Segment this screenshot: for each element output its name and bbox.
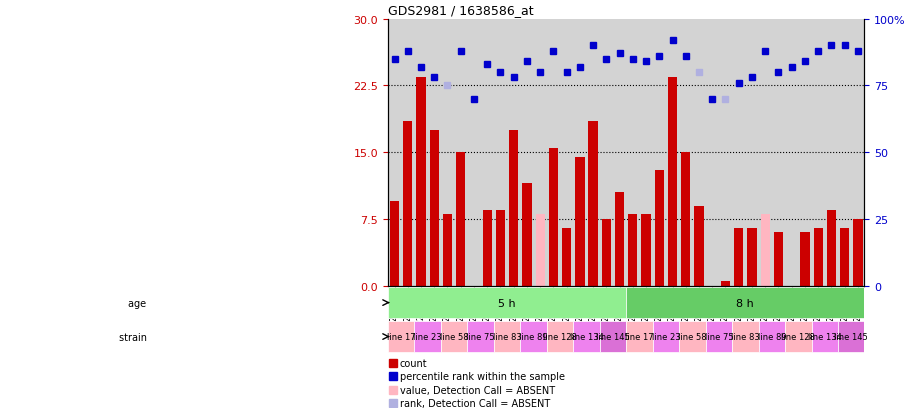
Bar (562, 228, 571, 286)
Bar (496, 211, 505, 286)
Bar (721, 282, 730, 286)
Text: line 23: line 23 (652, 332, 681, 341)
FancyBboxPatch shape (521, 321, 547, 352)
FancyBboxPatch shape (600, 321, 626, 352)
Bar (668, 77, 677, 286)
Bar (535, 215, 545, 286)
Bar (389, 202, 399, 286)
Bar (549, 148, 558, 286)
FancyBboxPatch shape (679, 321, 705, 352)
Text: line 75: line 75 (466, 332, 495, 341)
Text: line 128: line 128 (543, 332, 577, 341)
Text: count: count (399, 358, 428, 368)
FancyBboxPatch shape (573, 321, 600, 352)
Bar (575, 157, 584, 286)
Text: line 23: line 23 (413, 332, 442, 341)
Bar (403, 122, 412, 286)
FancyBboxPatch shape (547, 321, 573, 352)
Bar (522, 184, 531, 286)
FancyBboxPatch shape (759, 321, 785, 352)
Text: line 134: line 134 (570, 332, 603, 341)
Bar (840, 228, 849, 286)
Bar (602, 219, 611, 286)
Text: line 145: line 145 (834, 332, 868, 341)
FancyBboxPatch shape (414, 321, 440, 352)
Bar (854, 219, 863, 286)
Bar (734, 228, 743, 286)
Text: line 89: line 89 (757, 332, 786, 341)
Text: line 17: line 17 (625, 332, 653, 341)
Bar (747, 228, 756, 286)
Bar (628, 215, 637, 286)
Bar (682, 153, 691, 286)
FancyBboxPatch shape (468, 321, 494, 352)
Text: line 145: line 145 (596, 332, 630, 341)
Text: value, Detection Call = ABSENT: value, Detection Call = ABSENT (399, 385, 555, 395)
FancyBboxPatch shape (812, 321, 838, 352)
FancyBboxPatch shape (705, 321, 733, 352)
Text: line 89: line 89 (520, 332, 548, 341)
Text: strain: strain (118, 332, 149, 342)
Bar (761, 215, 770, 286)
Text: line 128: line 128 (782, 332, 815, 341)
Bar (654, 171, 664, 286)
Bar (827, 211, 836, 286)
Bar (456, 153, 465, 286)
Bar (417, 77, 426, 286)
Bar (443, 215, 452, 286)
FancyBboxPatch shape (626, 287, 864, 318)
Bar (642, 215, 651, 286)
Text: line 75: line 75 (704, 332, 733, 341)
Text: 8 h: 8 h (736, 298, 754, 308)
Bar (814, 228, 823, 286)
Text: line 17: line 17 (387, 332, 416, 341)
FancyBboxPatch shape (733, 321, 759, 352)
Text: GDS2981 / 1638586_at: GDS2981 / 1638586_at (388, 4, 533, 17)
Bar (615, 193, 624, 286)
Text: age: age (128, 298, 149, 308)
Text: line 83: line 83 (492, 332, 521, 341)
Bar (774, 233, 784, 286)
Bar (800, 233, 810, 286)
FancyBboxPatch shape (785, 321, 812, 352)
Text: percentile rank within the sample: percentile rank within the sample (399, 372, 565, 382)
FancyBboxPatch shape (388, 287, 626, 318)
FancyBboxPatch shape (494, 321, 521, 352)
FancyBboxPatch shape (838, 321, 864, 352)
Bar (482, 211, 491, 286)
Bar (509, 131, 519, 286)
FancyBboxPatch shape (652, 321, 679, 352)
Bar (430, 131, 439, 286)
Bar (589, 122, 598, 286)
Text: 5 h: 5 h (499, 298, 516, 308)
Text: line 83: line 83 (731, 332, 760, 341)
Text: line 134: line 134 (808, 332, 842, 341)
FancyBboxPatch shape (626, 321, 652, 352)
FancyBboxPatch shape (388, 321, 414, 352)
FancyBboxPatch shape (440, 321, 468, 352)
Text: line 58: line 58 (678, 332, 707, 341)
Text: line 58: line 58 (440, 332, 469, 341)
Text: rank, Detection Call = ABSENT: rank, Detection Call = ABSENT (399, 398, 550, 408)
Bar (694, 206, 703, 286)
